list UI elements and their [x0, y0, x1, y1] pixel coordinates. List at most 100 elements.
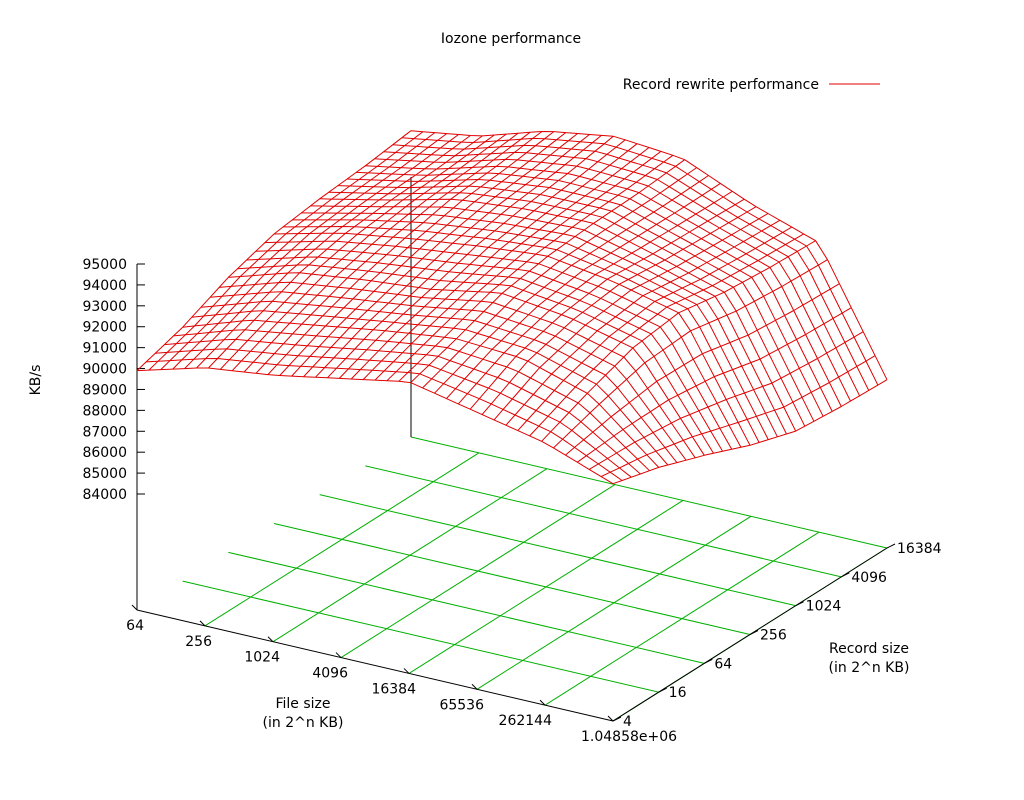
y-tick-mark — [841, 572, 850, 578]
y-tick-mark — [886, 543, 896, 549]
x-tick-label: 262144 — [499, 713, 553, 729]
surface-mesh — [136, 130, 888, 485]
y-tick-label: 16 — [669, 685, 687, 701]
grid-line-record — [410, 436, 888, 549]
mesh-line-file — [184, 134, 459, 369]
y-axis-ticks: 4 16 64 256 1024 4096 16384 — [612, 541, 942, 730]
mesh-line-record — [191, 310, 669, 466]
mesh-line-record — [283, 226, 760, 443]
mesh-line-record — [273, 232, 751, 446]
mesh-line-file — [481, 206, 757, 415]
mesh-line-record — [328, 191, 806, 427]
x-tick-mark — [267, 636, 274, 643]
base-grid — [182, 436, 888, 722]
y-tick-mark — [795, 601, 804, 607]
mesh-line-record — [356, 171, 833, 412]
y-tick-label: 64 — [714, 656, 732, 672]
x-tick-label: 65536 — [439, 697, 484, 713]
mesh-line-file — [577, 307, 852, 463]
grid-line-file — [408, 500, 684, 674]
mesh-line-record — [200, 300, 678, 463]
x-axis-label: File size — [275, 696, 330, 712]
mesh-line-record — [237, 264, 714, 454]
mesh-line-file — [172, 133, 447, 370]
legend: Record rewrite performance — [623, 77, 880, 93]
z-tick-label: 89000 — [82, 382, 127, 398]
z-tick-label: 94000 — [82, 278, 127, 294]
x-tick-mark — [335, 652, 342, 658]
z-tick-label: 92000 — [82, 320, 127, 336]
mesh-line-record — [374, 158, 851, 402]
mesh-line-record — [210, 291, 687, 461]
x-tick-mark — [199, 620, 206, 627]
x-axis-ticks: 64 256 1024 4096 16384 65536 262144 1.04858e+06 — [126, 604, 677, 745]
mesh-line-record — [401, 137, 879, 386]
x-tick-mark — [539, 699, 546, 706]
y-tick-label: 1024 — [806, 599, 842, 615]
grid-line-file — [204, 452, 480, 627]
mesh-line-file — [529, 233, 804, 437]
grid-line-file — [272, 468, 548, 643]
z-tick-label: 90000 — [82, 362, 127, 378]
mesh-line-record — [264, 240, 742, 448]
y-tick-mark — [749, 630, 759, 635]
y-tick-mark — [658, 687, 667, 693]
grid-line-file — [544, 531, 820, 706]
x-tick-label: 1024 — [244, 650, 280, 666]
mesh-line-record — [301, 212, 778, 438]
x-tick-mark — [403, 668, 410, 674]
z-tick-label: 85000 — [82, 466, 127, 482]
mesh-line-record — [164, 338, 641, 475]
mesh-line-record — [228, 272, 705, 456]
x-axis-label-unit: (in 2^n KB) — [263, 715, 344, 731]
mesh-line-file — [243, 132, 519, 373]
y-tick-label: 16384 — [897, 541, 942, 557]
mesh-line-record — [310, 205, 787, 435]
y-axis-label: Record size — [829, 641, 909, 657]
x-axis-line — [136, 609, 614, 722]
mesh-line-record — [219, 281, 696, 459]
mesh-line-record — [347, 178, 824, 417]
mesh-line-record — [410, 130, 888, 380]
grid-line-record — [365, 465, 842, 578]
z-tick-label: 86000 — [82, 445, 127, 461]
mesh-line-record — [136, 367, 614, 485]
mesh-line-record — [173, 329, 650, 472]
z-tick-label: 91000 — [82, 341, 127, 357]
grid-line-file — [340, 484, 616, 658]
mesh-line-record — [365, 165, 842, 407]
grid-line-record — [273, 523, 751, 635]
grid-line-file — [476, 515, 752, 690]
z-tick-label: 87000 — [82, 424, 127, 440]
mesh-line-record — [246, 256, 724, 452]
y-tick-mark — [612, 716, 622, 722]
z-tick-label: 88000 — [82, 403, 127, 419]
z-tick-label: 93000 — [82, 299, 127, 315]
y-axis-label-unit: (in 2^n KB) — [829, 660, 910, 676]
mesh-line-record — [319, 198, 797, 432]
z-axis: 84000 85000 86000 87000 88000 89000 90000 91000… — [82, 257, 145, 610]
mesh-line-file — [434, 175, 709, 394]
x-tick-mark — [607, 715, 614, 722]
mesh-line-record — [337, 185, 815, 422]
mesh-line-record — [392, 144, 870, 391]
x-tick-label: 16384 — [371, 681, 416, 697]
mesh-line-file — [517, 226, 793, 431]
y-tick-label: 4 — [623, 714, 632, 730]
mesh-line-file — [231, 133, 507, 372]
x-tick-label: 1.04858e+06 — [581, 729, 677, 745]
x-tick-mark — [471, 683, 478, 690]
z-axis-label: KB/s — [28, 365, 44, 396]
mesh-line-record — [383, 151, 861, 397]
mesh-line-record — [292, 219, 769, 440]
y-tick-label: 256 — [760, 628, 787, 644]
mesh-line-record — [182, 319, 660, 468]
grid-line-record — [182, 580, 659, 693]
x-tick-label: 256 — [185, 634, 212, 650]
mesh-line-file — [600, 355, 876, 478]
chart-title: Iozone performance — [441, 31, 581, 47]
x-tick-mark — [131, 604, 138, 611]
mesh-line-record — [255, 248, 733, 450]
grid-line-record — [228, 551, 705, 664]
